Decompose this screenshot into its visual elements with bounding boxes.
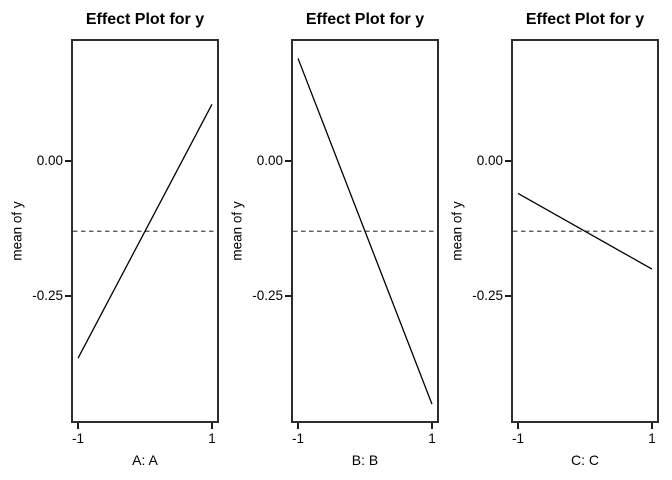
panel-c-y-tick-mark xyxy=(505,295,511,298)
panel-a-effect-line xyxy=(77,104,213,359)
panel-c-plot-area xyxy=(511,39,659,423)
panel-b-y-tick-label: -0.25 xyxy=(252,288,283,304)
panel-a-x-tick-label: 1 xyxy=(208,431,216,446)
panel-b-x-tick-label: -1 xyxy=(292,431,305,446)
panel-b-y-tick-mark xyxy=(285,295,291,298)
panel-a-title: Effect Plot for y xyxy=(85,11,205,28)
panel-a-x-tick-mark xyxy=(210,423,213,429)
panel-a-xlabel: A: A xyxy=(132,452,158,468)
panel-b-effect-line xyxy=(297,58,433,405)
panel-a xyxy=(71,39,219,423)
panel-b-y-tick-label: 0.00 xyxy=(256,153,283,169)
panel-c-x-tick-label: -1 xyxy=(512,431,525,446)
panel-c-y-tick-label: -0.25 xyxy=(472,288,503,304)
panel-b xyxy=(291,39,439,423)
panel-c-x-tick-mark xyxy=(517,423,520,429)
panel-b-x-tick-mark xyxy=(430,423,433,429)
panel-a-x-tick-label: -1 xyxy=(72,431,85,446)
panel-c-effect-line xyxy=(517,192,653,270)
panel-a-y-tick-label: 0.00 xyxy=(36,153,63,169)
panel-a-ylabel: mean of y xyxy=(9,201,25,261)
panel-c-title: Effect Plot for y xyxy=(525,11,645,28)
panel-a-y-tick-label: -0.25 xyxy=(32,288,63,304)
panel-c-xlabel: C: C xyxy=(571,452,599,468)
panel-c-x-tick-mark xyxy=(650,423,653,429)
panel-b-plot-area xyxy=(291,39,439,423)
panel-b-x-tick-label: 1 xyxy=(428,431,436,446)
panel-b-title: Effect Plot for y xyxy=(305,11,425,28)
panel-b-y-tick-mark xyxy=(285,160,291,163)
panel-a-y-tick-mark xyxy=(65,295,71,298)
panel-c-y-tick-label: 0.00 xyxy=(476,153,503,169)
panel-c-x-tick-label: 1 xyxy=(648,431,656,446)
panel-a-x-tick-mark xyxy=(77,423,80,429)
panel-c-y-tick-mark xyxy=(505,160,511,163)
panel-c-ylabel: mean of y xyxy=(449,201,465,261)
panel-b-xlabel: B: B xyxy=(351,452,379,468)
panel-a-plot-area xyxy=(71,39,219,423)
panel-c xyxy=(511,39,659,423)
panel-b-ylabel: mean of y xyxy=(229,201,245,261)
panel-b-x-tick-mark xyxy=(297,423,300,429)
panel-a-y-tick-mark xyxy=(65,160,71,163)
